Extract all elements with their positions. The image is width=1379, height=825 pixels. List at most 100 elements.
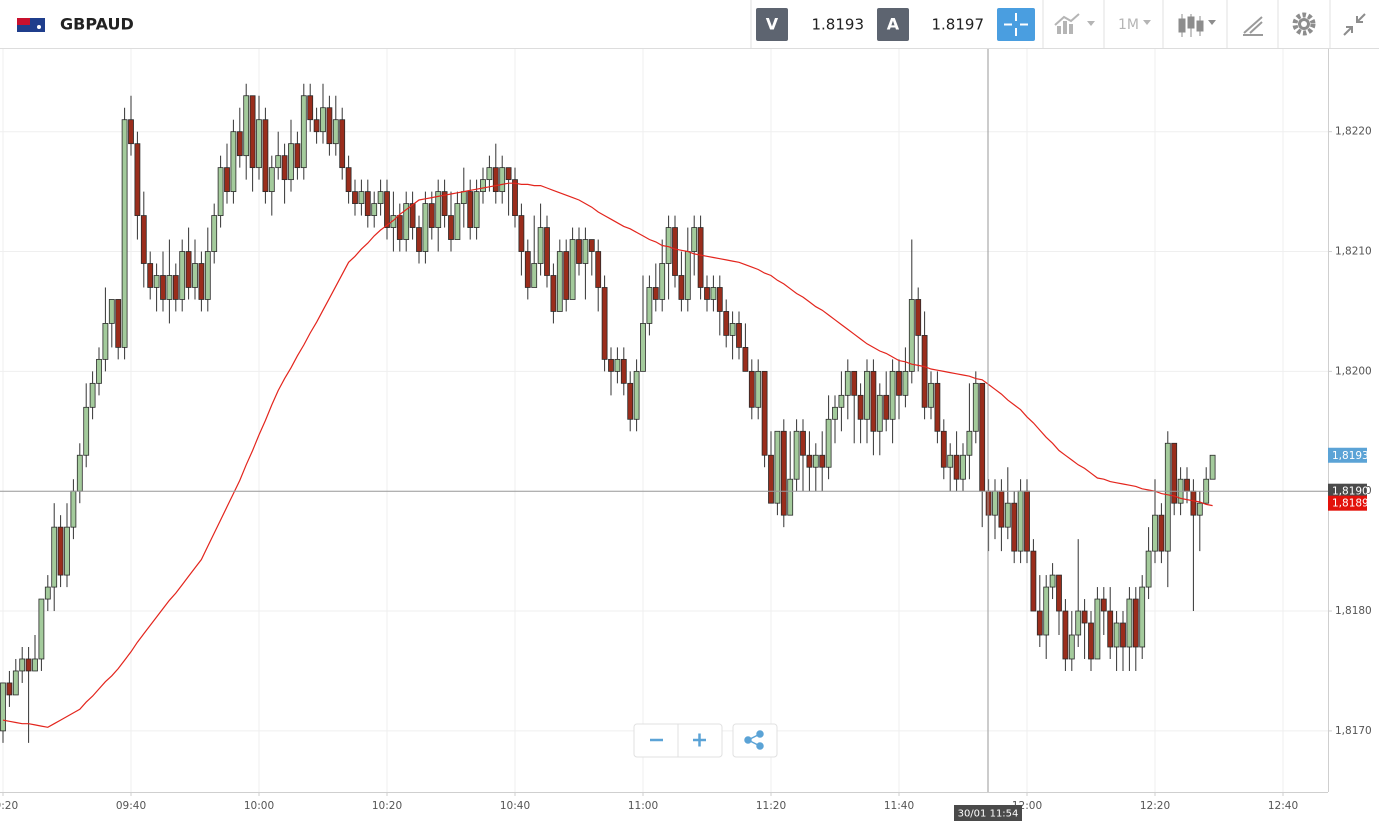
candle-body bbox=[1043, 586, 1050, 636]
crosshair-icon bbox=[1004, 13, 1028, 36]
candle-body bbox=[979, 382, 986, 492]
candle-body bbox=[499, 167, 506, 193]
candle-body bbox=[96, 358, 102, 384]
indicator-button[interactable] bbox=[1054, 13, 1095, 34]
candle-body bbox=[531, 263, 538, 288]
ask-button[interactable] bbox=[877, 8, 909, 41]
x-tick-label: 12:40 bbox=[1268, 800, 1298, 812]
candle-body bbox=[729, 323, 736, 336]
candle-body bbox=[211, 215, 218, 252]
y-tick-label: 1,8220 bbox=[1335, 126, 1372, 138]
candle-body bbox=[524, 251, 531, 288]
candle-body bbox=[480, 179, 486, 193]
candle-body bbox=[364, 191, 371, 216]
candle-body bbox=[460, 191, 467, 204]
candle-body bbox=[684, 251, 691, 300]
candle-body bbox=[595, 251, 602, 288]
share-icon bbox=[744, 730, 764, 750]
timeframe-button[interactable]: 1M bbox=[1118, 17, 1139, 33]
candle-body bbox=[217, 167, 224, 216]
candle-body bbox=[966, 430, 973, 456]
candle-body bbox=[236, 131, 243, 157]
dropdown-arrow bbox=[1143, 20, 1151, 25]
candle-body bbox=[76, 454, 83, 492]
candle-body bbox=[812, 454, 819, 468]
plus-icon bbox=[693, 733, 706, 747]
x-tick-label: 12:20 bbox=[1140, 800, 1170, 812]
candle-body bbox=[1068, 634, 1075, 660]
candle-body bbox=[601, 287, 608, 360]
candle-body bbox=[537, 227, 544, 264]
draw-button[interactable] bbox=[1243, 16, 1263, 36]
x-tick-label: 10:40 bbox=[500, 800, 530, 812]
x-tick-label: 11:00 bbox=[628, 800, 658, 812]
candle-body bbox=[1075, 610, 1082, 636]
y-tick-label: 1,8180 bbox=[1335, 605, 1372, 617]
ask-price: 1.8197 bbox=[932, 16, 985, 34]
candle-body bbox=[544, 227, 550, 276]
crosshair-time-label: 30/01 11:54 bbox=[958, 809, 1019, 820]
candle-body bbox=[435, 191, 442, 228]
candle-body bbox=[1152, 514, 1158, 552]
collapse-button[interactable] bbox=[1343, 13, 1366, 36]
candle-body bbox=[1081, 610, 1088, 624]
x-tick-label: 10:00 bbox=[244, 800, 274, 812]
candle-body bbox=[1113, 622, 1120, 648]
candle-body bbox=[716, 287, 723, 312]
candle-body bbox=[396, 215, 403, 240]
candle-body bbox=[1132, 598, 1139, 648]
candle-body bbox=[38, 598, 45, 660]
candle-body bbox=[1094, 598, 1101, 660]
candle-body bbox=[1145, 550, 1152, 588]
candle-body bbox=[198, 263, 205, 300]
candle-body bbox=[89, 382, 96, 408]
candle-body bbox=[313, 119, 320, 133]
candle-body bbox=[985, 490, 992, 516]
candle-body bbox=[492, 167, 499, 193]
candle-body bbox=[57, 526, 64, 576]
candle-body bbox=[403, 203, 410, 240]
candle-body bbox=[768, 454, 774, 504]
x-tick-label: 11:20 bbox=[756, 800, 786, 812]
candle-body bbox=[1107, 610, 1114, 648]
candle-body bbox=[633, 370, 640, 420]
price-label-box bbox=[1328, 495, 1367, 511]
candle-body bbox=[915, 299, 922, 336]
candle-body bbox=[134, 143, 141, 216]
candle-body bbox=[352, 191, 358, 204]
candle-body bbox=[32, 658, 38, 672]
candle-body bbox=[876, 394, 883, 432]
candle-body bbox=[230, 131, 237, 193]
candle-body bbox=[1184, 478, 1190, 492]
candle-body bbox=[1011, 502, 1018, 552]
bid-button[interactable] bbox=[756, 8, 788, 41]
candle-body bbox=[486, 167, 493, 181]
share-button[interactable] bbox=[732, 723, 778, 758]
price-label: 1,8193 bbox=[1332, 450, 1369, 462]
candle-body bbox=[6, 682, 13, 696]
candle-body bbox=[857, 394, 864, 420]
settings-button[interactable] bbox=[1292, 12, 1316, 36]
candle-body bbox=[371, 203, 378, 216]
candle-body bbox=[774, 430, 781, 504]
candle-body bbox=[793, 430, 800, 480]
candle-body bbox=[659, 263, 666, 300]
candle-body bbox=[166, 275, 173, 300]
candle-body bbox=[384, 191, 390, 228]
x-tick-label: 09:20 bbox=[0, 800, 18, 812]
candle-body bbox=[115, 299, 122, 348]
candle-body bbox=[83, 406, 90, 456]
candle-body bbox=[275, 155, 282, 169]
chart-type-button[interactable] bbox=[1178, 14, 1216, 37]
candle-body bbox=[576, 239, 582, 264]
price-label-box bbox=[1328, 447, 1367, 463]
candle-body bbox=[800, 430, 806, 456]
candle-body bbox=[339, 119, 346, 169]
candle-body bbox=[672, 227, 678, 276]
candle-body bbox=[1100, 598, 1107, 612]
candle-body bbox=[1171, 442, 1178, 504]
toolbar bbox=[0, 0, 1379, 48]
candle-body bbox=[64, 526, 70, 576]
crosshair-button[interactable] bbox=[997, 8, 1035, 41]
candle-body bbox=[153, 275, 160, 288]
